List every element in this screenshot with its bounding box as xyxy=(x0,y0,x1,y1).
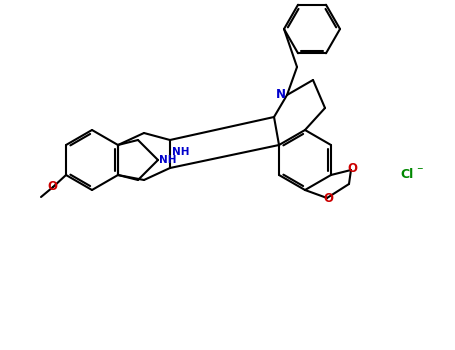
Text: O: O xyxy=(323,193,333,205)
Text: N: N xyxy=(276,88,286,100)
Text: O: O xyxy=(347,162,357,175)
Text: NH: NH xyxy=(159,155,177,165)
Text: O: O xyxy=(47,181,57,194)
Text: Cl: Cl xyxy=(400,168,414,182)
Text: NH: NH xyxy=(172,147,189,157)
Text: ⁻: ⁻ xyxy=(416,166,422,178)
